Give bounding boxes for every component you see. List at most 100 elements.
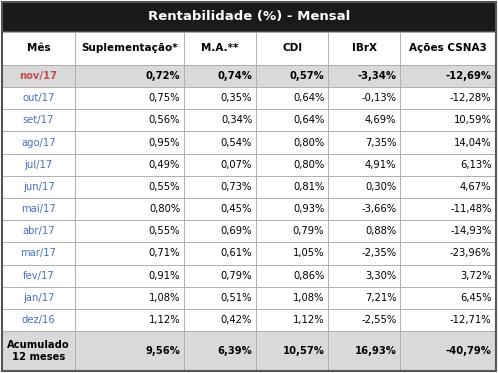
Bar (2, 220, 75, 242)
Text: 7,21%: 7,21% (365, 293, 396, 303)
Text: ago/17: ago/17 (21, 138, 56, 148)
Bar (184, 176, 256, 198)
Bar (400, 176, 496, 198)
Text: 0,86%: 0,86% (293, 271, 324, 280)
Bar (75, 131, 184, 154)
Text: 0,56%: 0,56% (148, 115, 180, 125)
Text: -2,55%: -2,55% (361, 315, 396, 325)
Text: 0,73%: 0,73% (221, 182, 252, 192)
Bar (328, 131, 400, 154)
Text: 6,39%: 6,39% (218, 346, 252, 356)
Bar (400, 87, 496, 109)
Text: 10,57%: 10,57% (282, 346, 324, 356)
Bar (184, 264, 256, 287)
Text: 7,35%: 7,35% (365, 138, 396, 148)
Text: 4,69%: 4,69% (365, 115, 396, 125)
Text: dez/16: dez/16 (21, 315, 55, 325)
Bar (184, 65, 256, 87)
Bar (256, 109, 328, 131)
Bar (400, 154, 496, 176)
Bar (2, 309, 75, 331)
Bar (256, 176, 328, 198)
Bar (75, 242, 184, 264)
Bar (328, 198, 400, 220)
Bar (184, 331, 256, 371)
Text: -12,71%: -12,71% (450, 315, 492, 325)
Bar (328, 309, 400, 331)
Bar (400, 242, 496, 264)
Text: 1,08%: 1,08% (149, 293, 180, 303)
Bar (256, 154, 328, 176)
Bar (75, 309, 184, 331)
Bar (2, 65, 75, 87)
Bar (328, 109, 400, 131)
Bar (2, 2, 496, 32)
Bar (184, 242, 256, 264)
Bar (2, 87, 75, 109)
Text: 1,05%: 1,05% (293, 248, 324, 258)
Text: 0,64%: 0,64% (293, 93, 324, 103)
Text: 0,72%: 0,72% (145, 71, 180, 81)
Text: 0,79%: 0,79% (293, 226, 324, 236)
Bar (328, 287, 400, 309)
Bar (2, 242, 75, 264)
Bar (328, 331, 400, 371)
Bar (400, 109, 496, 131)
Bar (256, 131, 328, 154)
Text: 0,54%: 0,54% (221, 138, 252, 148)
Text: out/17: out/17 (22, 93, 55, 103)
Text: 0,42%: 0,42% (221, 315, 252, 325)
Bar (256, 264, 328, 287)
Text: IBrX: IBrX (352, 43, 377, 53)
Bar (2, 131, 75, 154)
Bar (256, 242, 328, 264)
Text: jan/17: jan/17 (23, 293, 54, 303)
Text: 0,49%: 0,49% (149, 160, 180, 170)
Text: 0,55%: 0,55% (148, 226, 180, 236)
Bar (328, 176, 400, 198)
Bar (2, 109, 75, 131)
Bar (328, 264, 400, 287)
Text: -14,93%: -14,93% (450, 226, 492, 236)
Text: 0,64%: 0,64% (293, 115, 324, 125)
Bar (400, 131, 496, 154)
Text: 3,72%: 3,72% (460, 271, 492, 280)
Text: 0,75%: 0,75% (148, 93, 180, 103)
Text: -40,79%: -40,79% (446, 346, 492, 356)
Bar (75, 65, 184, 87)
Text: 0,74%: 0,74% (217, 71, 252, 81)
Text: 14,04%: 14,04% (454, 138, 492, 148)
Text: 0,69%: 0,69% (221, 226, 252, 236)
Bar (75, 331, 184, 371)
Text: -3,66%: -3,66% (361, 204, 396, 214)
Bar (184, 198, 256, 220)
Bar (400, 287, 496, 309)
Text: jul/17: jul/17 (24, 160, 53, 170)
Bar (2, 264, 75, 287)
Bar (184, 109, 256, 131)
Bar (256, 331, 328, 371)
Text: 0,81%: 0,81% (293, 182, 324, 192)
Text: 0,95%: 0,95% (148, 138, 180, 148)
Text: 0,30%: 0,30% (365, 182, 396, 192)
Bar (256, 309, 328, 331)
Text: 0,91%: 0,91% (148, 271, 180, 280)
Text: set/17: set/17 (23, 115, 54, 125)
Bar (328, 87, 400, 109)
Text: -0,13%: -0,13% (362, 93, 396, 103)
Bar (2, 154, 75, 176)
Text: nov/17: nov/17 (19, 71, 58, 81)
Text: 9,56%: 9,56% (145, 346, 180, 356)
Bar (75, 264, 184, 287)
Text: -12,28%: -12,28% (450, 93, 492, 103)
Text: 6,45%: 6,45% (460, 293, 492, 303)
Text: 0,45%: 0,45% (221, 204, 252, 214)
Bar (328, 220, 400, 242)
Text: 6,13%: 6,13% (460, 160, 492, 170)
Text: 3,30%: 3,30% (365, 271, 396, 280)
Text: 0,80%: 0,80% (293, 160, 324, 170)
Text: CDI: CDI (282, 43, 302, 53)
Bar (256, 65, 328, 87)
Text: -3,34%: -3,34% (358, 71, 396, 81)
Bar (75, 109, 184, 131)
